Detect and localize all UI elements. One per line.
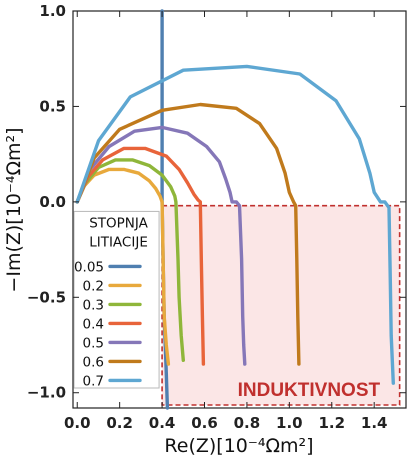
y-tick-label: 1.0 bbox=[39, 2, 66, 20]
x-tick-label: 1.4 bbox=[361, 414, 388, 432]
legend-entry-label: 0.5 bbox=[83, 335, 104, 351]
x-tick-label: 1.0 bbox=[276, 414, 303, 432]
series-0.3-line bbox=[75, 158, 185, 362]
plot-frame bbox=[72, 10, 407, 409]
y-tick-label: −1.0 bbox=[27, 384, 66, 402]
legend-entry-label: 0.05 bbox=[74, 259, 104, 275]
legend-entry-label: 0.2 bbox=[83, 278, 104, 294]
series-0.5-line bbox=[75, 125, 247, 366]
y-tick-label: −0.5 bbox=[27, 288, 66, 306]
inductance-label: INDUKTIVNOST bbox=[238, 380, 381, 401]
x-tick-label: 0.0 bbox=[64, 414, 91, 432]
series-0.7-line bbox=[75, 64, 395, 385]
legend-title-line: LITIACIJE bbox=[89, 234, 148, 250]
legend-entry-label: 0.7 bbox=[83, 373, 104, 389]
legend-box bbox=[73, 210, 160, 389]
x-tick-label: 1.2 bbox=[318, 414, 345, 432]
legend-entry-label: 0.4 bbox=[83, 316, 104, 332]
x-tick-label: 0.2 bbox=[106, 414, 133, 432]
series-0.4-line bbox=[75, 146, 206, 366]
x-axis-title: Re(Z)[10⁻⁴Ωm²] bbox=[164, 435, 313, 457]
x-tick-label: 0.4 bbox=[149, 414, 176, 432]
y-tick-label: 0.5 bbox=[39, 97, 66, 115]
legend-entry-label: 0.6 bbox=[83, 354, 104, 370]
y-axis-title: −Im(Z)[10⁻⁴Ωm²] bbox=[3, 127, 25, 292]
series-0.6-line bbox=[75, 102, 301, 366]
inductance-region bbox=[161, 204, 401, 406]
legend-title-line: STOPNJA bbox=[89, 215, 148, 231]
series-0.2-line bbox=[75, 167, 171, 366]
y-tick-label: 0.0 bbox=[39, 193, 66, 211]
x-tick-label: 0.8 bbox=[234, 414, 261, 432]
x-tick-label: 0.6 bbox=[191, 414, 218, 432]
legend-entry-label: 0.3 bbox=[83, 297, 104, 313]
